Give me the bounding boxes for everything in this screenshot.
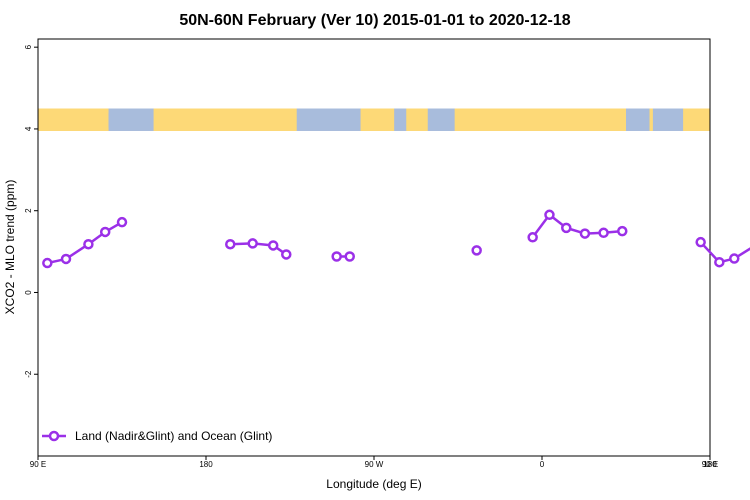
data-point xyxy=(561,222,572,234)
map-land-region xyxy=(38,108,109,131)
plot-frame xyxy=(37,38,711,457)
data-point xyxy=(344,251,355,262)
data-point xyxy=(99,226,111,238)
y-tick-label: 0 xyxy=(24,290,33,295)
data-point xyxy=(225,238,236,250)
data-point xyxy=(83,238,94,250)
x-tick-label: 90 E xyxy=(702,460,718,469)
data-point xyxy=(617,225,628,237)
data-point xyxy=(60,253,72,265)
y-axis-label: XCO2 - MLO trend (ppm) xyxy=(3,180,17,315)
series-layer xyxy=(42,209,750,269)
data-point xyxy=(714,256,725,268)
data-point xyxy=(729,253,740,264)
x-tick-label: 90 W xyxy=(365,460,384,469)
data-point xyxy=(116,216,128,228)
data-point xyxy=(247,238,258,249)
map-land-region xyxy=(683,108,710,131)
data-point xyxy=(331,251,342,262)
series-line xyxy=(230,242,287,256)
map-ocean-inlet xyxy=(108,112,126,128)
map-ocean-inlet xyxy=(437,114,454,131)
map-land-region xyxy=(649,108,653,131)
y-tick-label: 2 xyxy=(24,208,33,213)
data-point xyxy=(267,240,279,251)
world-map-strip xyxy=(38,108,710,131)
y-tick-label: 6 xyxy=(24,44,33,49)
y-tick-label: -2 xyxy=(24,370,33,378)
map-ocean-inlet xyxy=(629,108,647,129)
x-tick-label: 90 E xyxy=(30,460,46,469)
map-land-region xyxy=(454,108,626,131)
chart-title: 50N-60N February (Ver 10) 2015-01-01 to … xyxy=(179,12,570,29)
data-point xyxy=(544,209,555,221)
data-point xyxy=(281,249,292,260)
y-axis: -2 0 2 4 6 xyxy=(24,44,38,378)
x-tick-label: 0 xyxy=(540,460,545,469)
x-tick-label: 180 xyxy=(703,460,717,469)
x-tick-label: 180 xyxy=(199,460,213,469)
map-land-region xyxy=(360,108,395,131)
data-point xyxy=(471,245,482,256)
data-point xyxy=(579,228,591,239)
map-land-region xyxy=(153,108,297,131)
map-land-region xyxy=(406,108,428,131)
data-point xyxy=(695,236,706,248)
data-point xyxy=(42,257,53,269)
data-point xyxy=(598,227,609,239)
x-axis-label: Longitude (deg E) xyxy=(326,477,421,491)
data-point xyxy=(527,232,538,243)
legend-label: Land (Nadir&Glint) and Ocean (Glint) xyxy=(75,429,272,443)
legend-marker-swatch xyxy=(48,430,60,442)
y-tick-label: 4 xyxy=(24,126,33,131)
series-line xyxy=(699,241,750,264)
legend: Land (Nadir&Glint) and Ocean (Glint) xyxy=(42,429,272,443)
